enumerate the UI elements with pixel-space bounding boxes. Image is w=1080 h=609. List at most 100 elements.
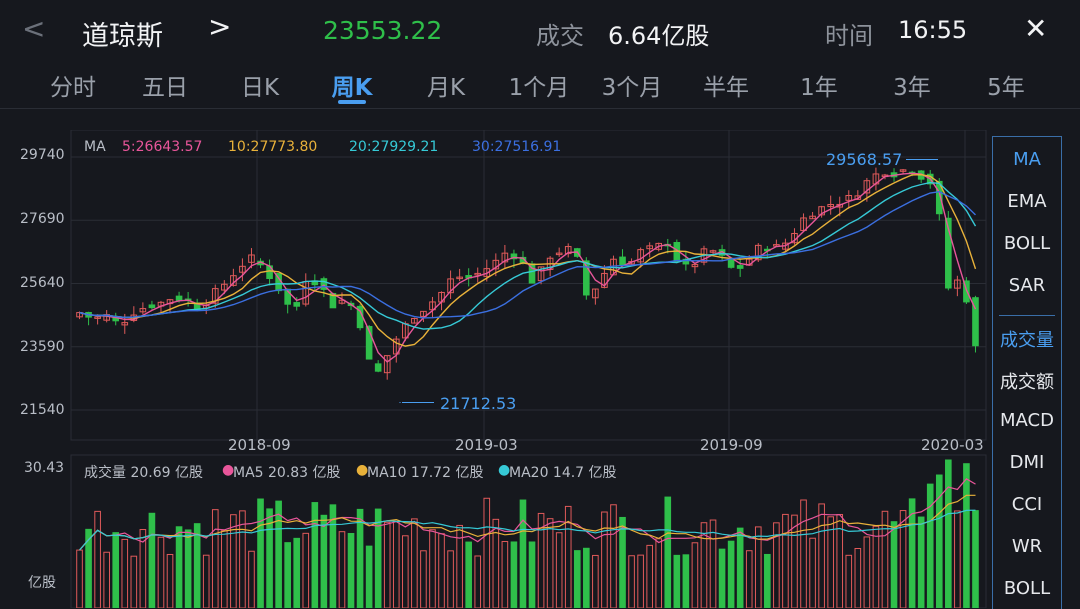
volume-bar (555, 532, 563, 608)
sub-indicator-boll[interactable]: BOLL (1003, 578, 1051, 599)
volume-bar (691, 542, 699, 608)
candle-body (954, 279, 961, 289)
candle-body (583, 260, 590, 296)
volume-bar (619, 516, 626, 608)
tab-half-year[interactable]: 半年 (703, 75, 749, 101)
volume-bar (94, 510, 101, 608)
tab-week-k[interactable]: 周K (331, 75, 373, 101)
candle-body (374, 363, 382, 372)
volume-bar (827, 516, 834, 608)
volume-bar (166, 553, 174, 608)
candle-body (555, 252, 563, 256)
tab-3-month[interactable]: 3个月 (601, 75, 663, 101)
volume-bar (130, 555, 138, 608)
volume-bar (320, 514, 328, 608)
volume-bar (239, 510, 246, 608)
volume-bar (365, 545, 373, 608)
indicator-menu: MA EMA BOLL SAR 成交量 成交额 MACD DMI CCI WR … (992, 136, 1062, 609)
candle-body (601, 272, 608, 288)
indicator-boll[interactable]: BOLL (1003, 233, 1051, 254)
volume-bar (275, 500, 282, 608)
volume-bar (592, 554, 599, 608)
candle-body (239, 265, 246, 273)
volume-bar (782, 513, 789, 608)
volume-bar (284, 542, 291, 608)
volume-bar (447, 550, 454, 608)
candle-body (854, 195, 862, 200)
volume-bar (148, 512, 156, 608)
tab-five-day[interactable]: 五日 (142, 75, 188, 101)
indicator-sar[interactable]: SAR (1008, 275, 1046, 296)
volume-bar (773, 522, 780, 608)
tab-1-month[interactable]: 1个月 (508, 75, 570, 101)
volume-bar (528, 541, 536, 608)
volume-ma10: MA10 17.72 亿股 (367, 465, 484, 481)
indicator-ema[interactable]: EMA (1007, 191, 1047, 212)
volume-bar (193, 523, 201, 608)
ma5-line (79, 172, 977, 363)
volume-bar (112, 532, 120, 608)
volume-bar (474, 555, 482, 608)
candle-body (537, 266, 545, 282)
volume-bar (184, 529, 192, 608)
volume-ma10-line (79, 494, 976, 551)
volume-bar (546, 518, 554, 608)
back-icon[interactable]: < (22, 12, 46, 45)
tab-month-k[interactable]: 月K (426, 75, 466, 101)
ma20-line (79, 181, 977, 330)
volume-bar (854, 548, 862, 608)
sub-indicator-macd[interactable]: MACD (1000, 410, 1054, 431)
candle-body (709, 250, 717, 253)
volume-bar (718, 548, 726, 608)
candle-body (148, 304, 156, 309)
sub-indicator-cci[interactable]: CCI (1011, 494, 1043, 515)
volume-bar (420, 550, 427, 608)
ma5-value: 5:26643.57 (122, 139, 203, 155)
volume-ma5-dot: ● (222, 462, 235, 478)
volume-bar (972, 510, 979, 608)
candle-body (637, 249, 644, 263)
ma10-value: 10:27773.80 (228, 139, 318, 155)
volume-bar (302, 532, 310, 608)
volume-bar (483, 497, 491, 608)
volume-bar (257, 498, 264, 608)
volume-bar (863, 536, 871, 608)
tab-day-k[interactable]: 日K (240, 75, 280, 101)
sub-indicator-dmi[interactable]: DMI (1009, 452, 1045, 473)
sub-indicator-wr[interactable]: WR (1011, 536, 1043, 557)
volume-bar (899, 510, 907, 608)
tab-1-year[interactable]: 1年 (800, 75, 838, 101)
candle-body (619, 256, 626, 266)
volume-bar (700, 522, 708, 608)
volume-bar (954, 510, 961, 608)
volume-bar (926, 483, 934, 608)
close-icon[interactable]: ✕ (1024, 12, 1048, 45)
period-tabs: 分时 五日 日K 周K 月K 1个月 3个月 半年 1年 3年 5年 (0, 64, 1080, 109)
candle-body (365, 326, 373, 360)
candle-body (139, 308, 147, 313)
volume-bar (800, 499, 807, 608)
ma30-value: 30:27516.91 (472, 139, 562, 155)
sub-indicator-turnover[interactable]: 成交额 (1000, 372, 1054, 393)
volume-ma20-dot: ● (498, 462, 511, 478)
active-tab-indicator (338, 100, 366, 104)
volume-bar (121, 538, 129, 608)
indicator-ma[interactable]: MA (1013, 149, 1041, 170)
tab-fenshi[interactable]: 分时 (50, 75, 96, 101)
tab-3-year[interactable]: 3年 (893, 75, 931, 101)
sub-indicator-volume[interactable]: 成交量 (1000, 330, 1054, 351)
volume-bar (628, 555, 635, 608)
volume-bar (293, 537, 301, 608)
volume-bar (745, 550, 753, 608)
tab-5-year[interactable]: 5年 (987, 75, 1025, 101)
next-icon[interactable]: > (208, 10, 232, 43)
volume-bar (338, 531, 346, 608)
kline-chart[interactable] (0, 130, 990, 608)
candle-body (248, 254, 255, 263)
volume-bar (945, 459, 952, 608)
volume-bar (890, 521, 898, 608)
volume-bar (673, 554, 681, 608)
instrument-title: 道琼斯 (82, 21, 163, 52)
volume-bar (682, 554, 690, 608)
volume-bar (230, 514, 237, 608)
